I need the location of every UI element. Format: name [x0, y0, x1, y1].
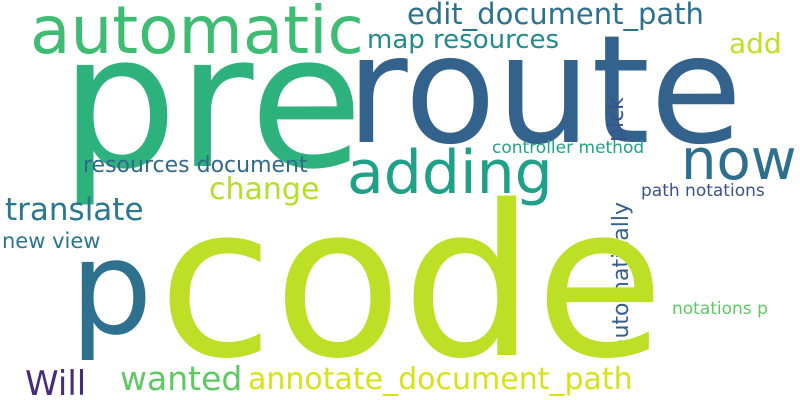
word-p: p — [70, 223, 153, 353]
word-notations-p: notations p — [672, 301, 768, 318]
word-add: add — [729, 30, 782, 58]
word-code: code — [158, 178, 664, 388]
word-controller-method: controller method — [492, 140, 644, 157]
word-will: Will — [25, 367, 86, 400]
word-map-resources: map resources — [367, 27, 559, 53]
word-pick: pick — [606, 97, 628, 142]
word-annotate-document-path: annotate_document_path — [248, 365, 633, 395]
word-wanted: wanted — [120, 362, 242, 395]
